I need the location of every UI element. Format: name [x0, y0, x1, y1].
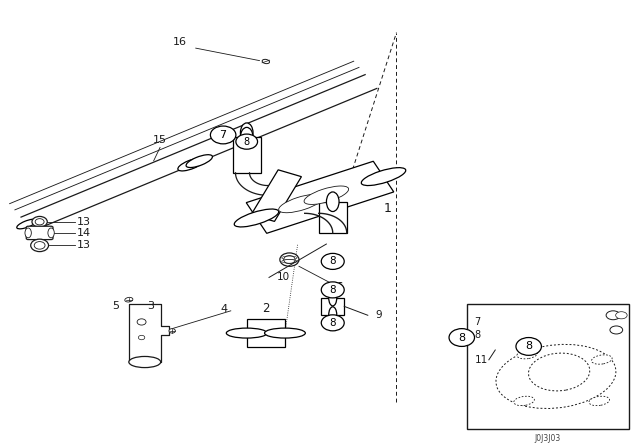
Ellipse shape [496, 345, 616, 409]
Polygon shape [233, 137, 260, 173]
Polygon shape [246, 161, 394, 233]
Ellipse shape [329, 307, 337, 323]
Circle shape [321, 315, 344, 331]
Ellipse shape [362, 168, 406, 185]
Polygon shape [319, 202, 347, 233]
Text: 8: 8 [330, 256, 336, 267]
Text: 9: 9 [376, 310, 382, 320]
Ellipse shape [264, 328, 305, 338]
Ellipse shape [329, 290, 337, 306]
Text: 13: 13 [77, 241, 91, 250]
Text: 8: 8 [330, 318, 336, 328]
Ellipse shape [589, 396, 609, 405]
Text: 3: 3 [148, 302, 155, 311]
Circle shape [449, 329, 474, 346]
Ellipse shape [35, 219, 44, 225]
FancyBboxPatch shape [26, 226, 53, 240]
Text: 15: 15 [153, 135, 167, 145]
Ellipse shape [326, 192, 339, 211]
Text: 16: 16 [173, 37, 187, 47]
Polygon shape [477, 325, 513, 350]
Text: 13: 13 [77, 217, 91, 227]
Ellipse shape [17, 219, 37, 229]
Ellipse shape [48, 228, 54, 238]
Circle shape [321, 282, 344, 298]
Text: 8: 8 [474, 330, 481, 340]
Ellipse shape [241, 127, 253, 147]
Ellipse shape [591, 355, 612, 364]
Ellipse shape [234, 209, 278, 227]
Ellipse shape [514, 396, 534, 405]
Ellipse shape [460, 333, 495, 342]
Polygon shape [129, 304, 169, 362]
Text: 11: 11 [475, 355, 488, 365]
Text: 1: 1 [384, 202, 392, 215]
Ellipse shape [31, 239, 49, 252]
Ellipse shape [262, 59, 269, 64]
Ellipse shape [517, 349, 538, 359]
Ellipse shape [186, 155, 212, 168]
Text: 2: 2 [262, 302, 269, 315]
Bar [467, 304, 629, 429]
Ellipse shape [570, 380, 596, 397]
Text: 11: 11 [482, 363, 496, 373]
Circle shape [211, 126, 236, 144]
Polygon shape [246, 319, 285, 347]
Text: 10: 10 [276, 272, 290, 282]
Text: 8: 8 [525, 341, 532, 351]
Ellipse shape [280, 253, 299, 266]
Text: 7: 7 [474, 317, 481, 327]
Polygon shape [321, 298, 344, 315]
Ellipse shape [606, 311, 620, 320]
Ellipse shape [616, 312, 627, 319]
Ellipse shape [178, 158, 204, 171]
Ellipse shape [227, 328, 267, 338]
Ellipse shape [284, 256, 295, 263]
Circle shape [321, 254, 344, 269]
Text: 8: 8 [330, 285, 336, 295]
Ellipse shape [241, 123, 253, 142]
Circle shape [138, 335, 145, 340]
Circle shape [516, 337, 541, 355]
Ellipse shape [32, 216, 47, 227]
Ellipse shape [169, 329, 175, 333]
Text: J0J3J03: J0J3J03 [534, 434, 561, 443]
Ellipse shape [495, 333, 531, 342]
Ellipse shape [529, 353, 589, 391]
Text: 8: 8 [458, 332, 465, 343]
Circle shape [137, 319, 146, 325]
Ellipse shape [129, 357, 161, 368]
Text: 5: 5 [112, 302, 119, 311]
Text: 12: 12 [576, 405, 590, 416]
Ellipse shape [34, 241, 45, 249]
Ellipse shape [561, 377, 596, 401]
Circle shape [236, 134, 257, 149]
Text: 14: 14 [77, 228, 91, 238]
Ellipse shape [278, 194, 323, 213]
Ellipse shape [610, 326, 623, 334]
Polygon shape [252, 170, 301, 221]
Text: 8: 8 [244, 137, 250, 146]
Text: 7: 7 [220, 130, 227, 140]
Ellipse shape [576, 384, 590, 394]
Text: 6: 6 [335, 281, 342, 294]
Ellipse shape [25, 228, 31, 238]
Text: 4: 4 [220, 305, 228, 314]
Ellipse shape [125, 297, 133, 302]
Ellipse shape [304, 186, 349, 204]
